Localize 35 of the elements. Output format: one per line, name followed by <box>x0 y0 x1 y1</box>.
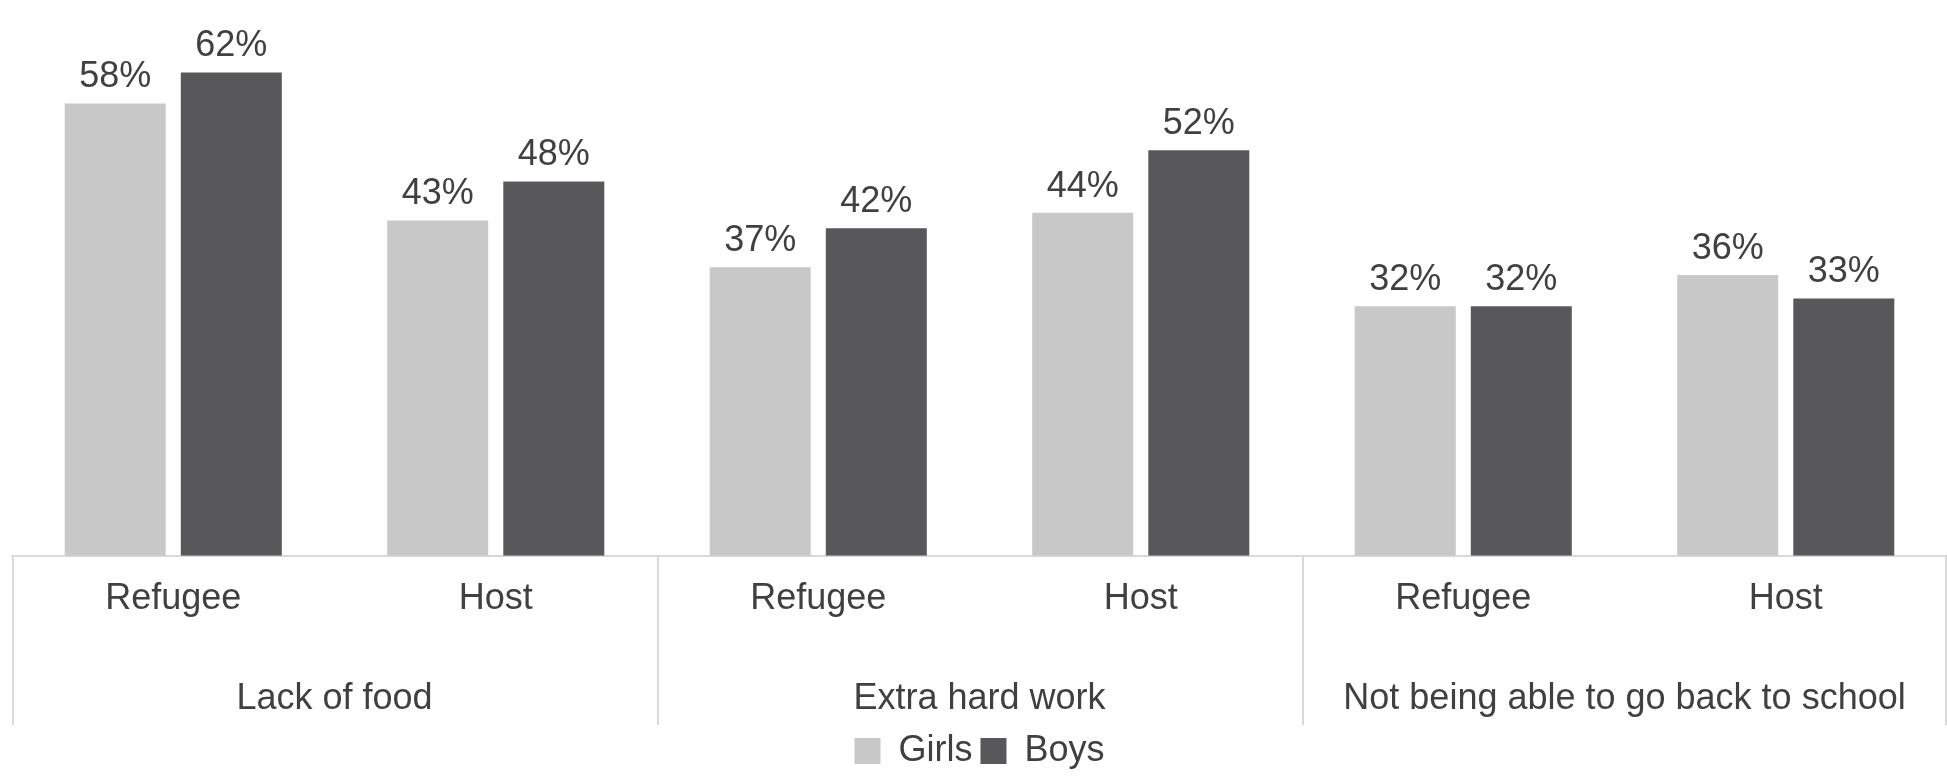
bar <box>503 181 605 556</box>
bar <box>64 103 166 556</box>
x-tick-label: Refugee <box>105 576 242 618</box>
data-label: 44% <box>1046 163 1119 205</box>
data-label: 42% <box>840 179 913 221</box>
bar <box>1148 150 1250 556</box>
bar <box>387 220 489 556</box>
text: Extra hard work <box>853 675 1107 717</box>
x-tick-label: Host <box>1103 576 1178 618</box>
data-label: 43% <box>401 171 474 213</box>
bar <box>825 228 927 556</box>
legend-label: Girls <box>898 727 973 769</box>
data-label: 32% <box>1485 257 1558 299</box>
data-label: 36% <box>1691 226 1764 268</box>
bar <box>1793 298 1895 556</box>
text: Lack of food <box>236 675 433 717</box>
bar <box>1470 306 1572 556</box>
x-tick-label: Host <box>458 576 533 618</box>
data-label: 37% <box>724 218 797 260</box>
data-label: 48% <box>517 132 590 174</box>
data-label: 58% <box>79 54 152 96</box>
data-label: 52% <box>1162 101 1235 143</box>
bar <box>1032 212 1134 556</box>
x-tick-label: Refugee <box>1395 576 1532 618</box>
bar <box>180 72 282 556</box>
data-label: 62% <box>195 23 268 65</box>
data-label: 33% <box>1807 249 1880 291</box>
text: Not being able to go back to school <box>1343 675 1906 717</box>
bar <box>709 267 811 556</box>
legend-label: Boys <box>1024 727 1105 769</box>
data-label: 32% <box>1369 257 1442 299</box>
bar <box>1677 275 1779 556</box>
x-tick-label: Host <box>1748 576 1823 618</box>
x-tick-label: Refugee <box>750 576 887 618</box>
bar <box>1354 306 1456 556</box>
